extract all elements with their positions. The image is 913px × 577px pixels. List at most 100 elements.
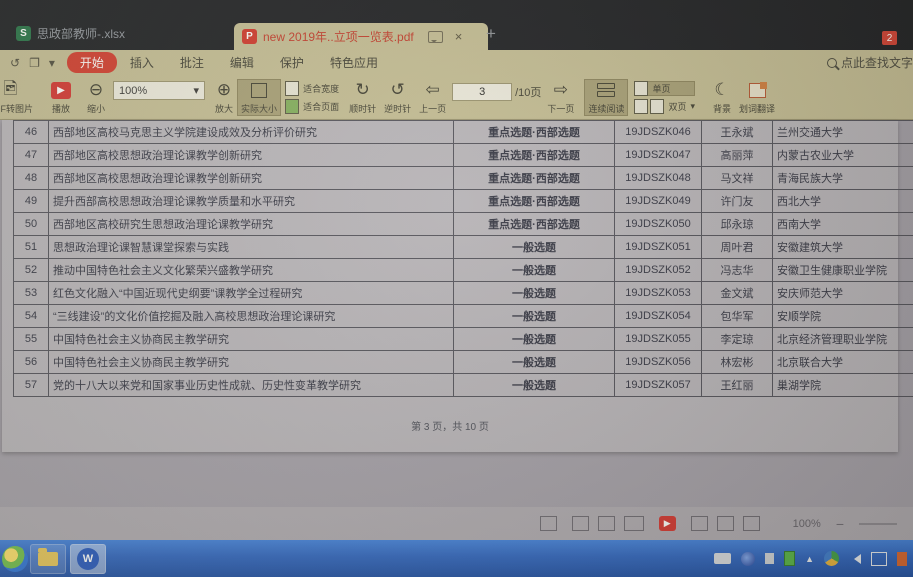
qat-dropdown-icon[interactable]: ▾: [48, 55, 55, 70]
status-play-icon[interactable]: ▶: [658, 516, 676, 531]
fit-page-button[interactable]: 适合页面: [285, 99, 339, 114]
cell-institution: 巢湖学院: [772, 373, 913, 397]
cell-title: 西部地区高校研究生思想政治理论课教学研究: [48, 212, 454, 236]
zoom-in-button[interactable]: ⊕ 放大: [215, 80, 234, 114]
tab-pdf-file[interactable]: P new 2019年..立项一览表.pdf ×: [234, 23, 488, 50]
menu-tab-protect[interactable]: 保护: [279, 56, 304, 70]
cell-person: 马文祥: [701, 166, 773, 190]
status-zoom-out-icon[interactable]: −: [835, 515, 844, 532]
background-moon-icon: ☾: [714, 80, 730, 99]
cell-title: 西部地区高校思想政治理论课教学创新研究: [48, 143, 454, 167]
tray-edge-icon[interactable]: [897, 551, 907, 566]
zoom-slider[interactable]: [859, 522, 897, 525]
next-page-button[interactable]: ⇨ 下一页: [547, 80, 575, 114]
wps-icon: W: [77, 547, 99, 570]
background-button[interactable]: ☾ 背景: [713, 80, 732, 114]
cell-code: 19JDSZK048: [614, 166, 702, 190]
single-page-icon: [634, 81, 649, 96]
folder-icon: [38, 547, 58, 566]
cell-title: 思想政治理论课智慧课堂探索与实践: [48, 235, 454, 259]
single-page-view-icon[interactable]: [597, 516, 615, 531]
menu-tab-comment[interactable]: 批注: [179, 56, 204, 70]
rotate-counterclockwise-button[interactable]: ↺ 逆时针: [384, 80, 412, 114]
table-row: 56 中国特色社会主义协商民主教学研究 一般选题 19JDSZK056 林宏彬 …: [13, 350, 913, 374]
tray-window-icon[interactable]: [871, 551, 887, 566]
status-fit-page-icon[interactable]: [690, 516, 708, 531]
battery-icon[interactable]: [784, 551, 796, 566]
cell-title: 党的十八大以来党和国家事业历史性成就、历史性变革教学研究: [48, 373, 454, 397]
network-icon[interactable]: [824, 551, 839, 566]
status-actual-size-icon[interactable]: [742, 516, 760, 531]
notification-badge[interactable]: 2: [882, 31, 897, 45]
restore-window-icon[interactable]: ❐: [29, 55, 40, 70]
play-button[interactable]: ▶ 播放: [47, 79, 75, 116]
start-button[interactable]: [2, 545, 28, 572]
menu-tab-special[interactable]: 特色应用: [329, 56, 378, 70]
menu-tab-insert[interactable]: 插入: [129, 56, 154, 70]
cell-title: 中国特色社会主义协商民主教学研究: [48, 350, 454, 374]
continuous-reading-button[interactable]: 连续阅读: [584, 79, 629, 116]
cell-code: 19JDSZK054: [614, 304, 702, 328]
system-tray: ▲: [714, 551, 913, 566]
input-method-icon[interactable]: [714, 553, 732, 564]
page-number-input[interactable]: [452, 83, 513, 101]
annotate-mode-icon[interactable]: [539, 516, 557, 531]
cell-category: 重点选题·西部选题: [453, 212, 615, 236]
status-zoom-percent: 100%: [792, 517, 821, 530]
cell-category: 一般选题: [453, 350, 615, 374]
tab-excel-file[interactable]: S 思政部教师-.xlsx: [8, 21, 133, 46]
pdf-toolbar: 🖻 PDF转图片 ▶ 播放 ⊖ 缩小 100% ▾ ⊕ 放大 实际大小: [0, 75, 913, 120]
new-tab-button[interactable]: +: [486, 24, 496, 43]
fit-page-icon: [285, 99, 300, 114]
view-mode-group: [571, 516, 644, 531]
tray-small-icon[interactable]: [765, 553, 775, 564]
menu-tab-edit[interactable]: 编辑: [229, 56, 254, 70]
table-row: 47 西部地区高校思想政治理论课教学创新研究 重点选题·西部选题 19JDSZK…: [13, 143, 913, 167]
cell-category: 一般选题: [453, 304, 615, 328]
translate-button[interactable]: 划词翻译: [735, 79, 779, 116]
find-text-button[interactable]: 点此查找文字: [826, 54, 913, 71]
tab-comment-icon[interactable]: [427, 30, 443, 43]
cell-person: 邱永琼: [701, 212, 773, 236]
cell-person: 王红丽: [701, 373, 773, 397]
cell-code: 19JDSZK053: [614, 281, 702, 305]
speaker-icon[interactable]: [849, 553, 861, 564]
pdf-file-icon: P: [242, 29, 257, 44]
cell-code: 19JDSZK051: [614, 235, 702, 259]
single-page-button[interactable]: 单页: [634, 81, 695, 96]
cell-number: 51: [13, 235, 49, 259]
cell-person: 冯志华: [701, 258, 773, 282]
zoom-out-button[interactable]: ⊖ 缩小: [87, 80, 106, 114]
facing-pages-view-icon[interactable]: [623, 516, 644, 531]
page-footer: 第 3 页，共 10 页: [411, 422, 489, 433]
project-table-body: 46 西部地区高校马克思主义学院建设成效及分析评价研究 重点选题·西部选题 19…: [13, 120, 913, 397]
rotate-clockwise-button[interactable]: ↻ 顺时针: [349, 80, 377, 114]
taskbar-wps-button[interactable]: W: [70, 543, 106, 574]
cell-institution: 北京经济管理职业学院: [772, 327, 913, 351]
tray-expand-icon[interactable]: ▲: [805, 553, 814, 564]
double-page-button[interactable]: 双页 ▾: [634, 99, 695, 114]
menu-bar: ↺ ❐ ▾ 开始 插入 批注 编辑 保护 特色应用 点此查找文字: [0, 50, 913, 75]
menu-tab-home[interactable]: 开始: [66, 52, 117, 73]
continuous-reading-icon: [597, 83, 616, 97]
tray-app-icon[interactable]: [741, 551, 756, 566]
status-fit-width-icon[interactable]: [716, 516, 734, 531]
cell-category: 重点选题·西部选题: [453, 166, 615, 190]
pdf-to-image-button[interactable]: 🖻 PDF转图片: [0, 78, 34, 115]
continuous-view-icon[interactable]: [571, 516, 589, 531]
taskbar-explorer-button[interactable]: [30, 543, 66, 574]
zoom-level-dropdown[interactable]: 100% ▾: [113, 81, 206, 100]
cell-code: 19JDSZK055: [614, 327, 702, 351]
cell-code: 19JDSZK047: [614, 143, 702, 167]
cell-number: 52: [13, 258, 49, 282]
cell-number: 54: [13, 304, 49, 328]
undo-icon[interactable]: ↺: [10, 55, 21, 70]
tab-close-icon[interactable]: ×: [454, 29, 463, 44]
cell-institution: 青海民族大学: [772, 166, 913, 190]
cell-code: 19JDSZK049: [614, 189, 702, 213]
fit-width-button[interactable]: 适合宽度: [285, 81, 339, 96]
table-row: 53 红色文化融入“中国近现代史纲要”课教学全过程研究 一般选题 19JDSZK…: [13, 281, 913, 305]
cell-code: 19JDSZK046: [614, 120, 702, 144]
actual-size-button[interactable]: 实际大小: [237, 79, 282, 116]
previous-page-button[interactable]: ⇦ 上一页: [419, 80, 447, 114]
